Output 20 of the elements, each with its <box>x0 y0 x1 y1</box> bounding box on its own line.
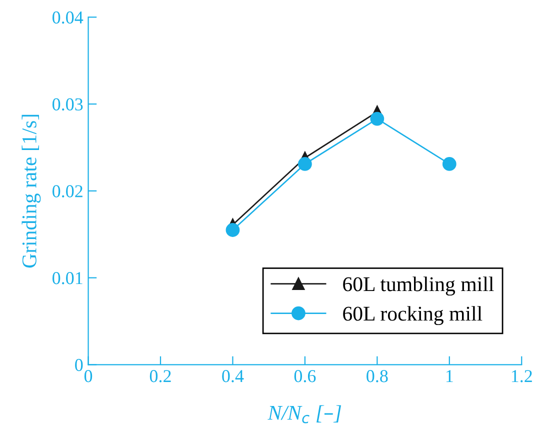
x-tick-label: 0 <box>84 370 92 382</box>
legend-label: 60L tumbling mill <box>343 276 494 296</box>
point <box>226 223 240 237</box>
x-tick-label: 0.2 <box>150 370 171 382</box>
y-axis-title: Grinding rate [1/s] <box>22 114 41 268</box>
point <box>442 157 456 171</box>
x-tick-label: 0.4 <box>222 370 244 382</box>
x-tick-label: 1.2 <box>512 370 532 382</box>
y-tick-label: 0.02 <box>52 185 82 198</box>
y-tick-label: 0.04 <box>52 11 84 24</box>
y-tick-label: 0.03 <box>52 98 83 111</box>
legend-label: 60L rocking mill <box>343 306 482 326</box>
point <box>298 157 312 171</box>
y-tick-label: 0.01 <box>52 272 82 284</box>
x-tick-label: 0.8 <box>366 370 388 382</box>
x-tick-label: 0.6 <box>294 370 316 382</box>
x-axis-title: N/N$_{c}$ [–] <box>268 405 342 424</box>
point <box>370 112 384 126</box>
y-tick-label: 0 <box>75 358 83 372</box>
x-tick-label: 1 <box>446 370 453 382</box>
